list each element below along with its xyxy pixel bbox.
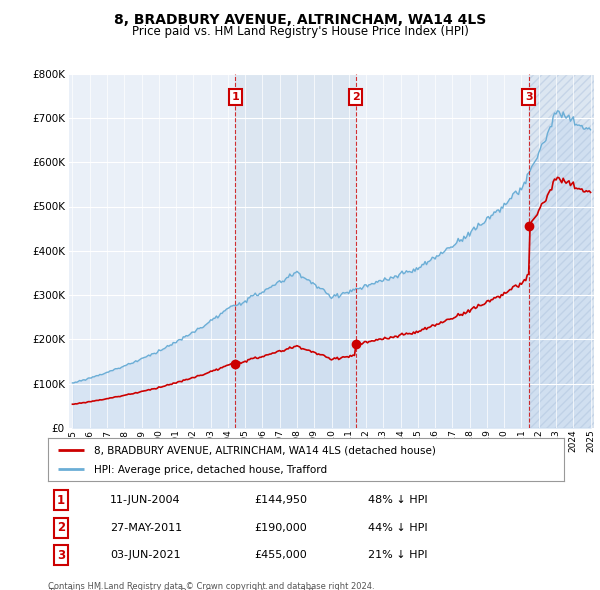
Text: £190,000: £190,000 — [254, 523, 307, 533]
Text: 3: 3 — [57, 549, 65, 562]
Text: 3: 3 — [525, 92, 533, 101]
Text: 8, BRADBURY AVENUE, ALTRINCHAM, WA14 4LS (detached house): 8, BRADBURY AVENUE, ALTRINCHAM, WA14 4LS… — [94, 445, 436, 455]
Text: 1: 1 — [232, 92, 239, 101]
Text: 48% ↓ HPI: 48% ↓ HPI — [368, 495, 428, 505]
Text: 1: 1 — [57, 494, 65, 507]
Text: HPI: Average price, detached house, Trafford: HPI: Average price, detached house, Traf… — [94, 466, 328, 475]
Bar — [69, 74, 235, 428]
Text: 44% ↓ HPI: 44% ↓ HPI — [368, 523, 428, 533]
Text: 21% ↓ HPI: 21% ↓ HPI — [368, 550, 427, 560]
Text: 03-JUN-2021: 03-JUN-2021 — [110, 550, 181, 560]
Text: Price paid vs. HM Land Registry's House Price Index (HPI): Price paid vs. HM Land Registry's House … — [131, 25, 469, 38]
Bar — [235, 74, 356, 428]
Bar — [356, 74, 529, 428]
Text: £455,000: £455,000 — [254, 550, 307, 560]
Text: 2: 2 — [57, 521, 65, 534]
Text: £144,950: £144,950 — [254, 495, 307, 505]
Text: 8, BRADBURY AVENUE, ALTRINCHAM, WA14 4LS: 8, BRADBURY AVENUE, ALTRINCHAM, WA14 4LS — [114, 13, 486, 27]
Text: 11-JUN-2004: 11-JUN-2004 — [110, 495, 181, 505]
Text: 2: 2 — [352, 92, 359, 101]
Text: This data is licensed under the Open Government Licence v3.0.: This data is licensed under the Open Gov… — [48, 588, 316, 590]
Text: 27-MAY-2011: 27-MAY-2011 — [110, 523, 182, 533]
Bar — [529, 74, 594, 428]
Text: Contains HM Land Registry data © Crown copyright and database right 2024.: Contains HM Land Registry data © Crown c… — [48, 582, 374, 590]
Bar — [529, 74, 594, 428]
